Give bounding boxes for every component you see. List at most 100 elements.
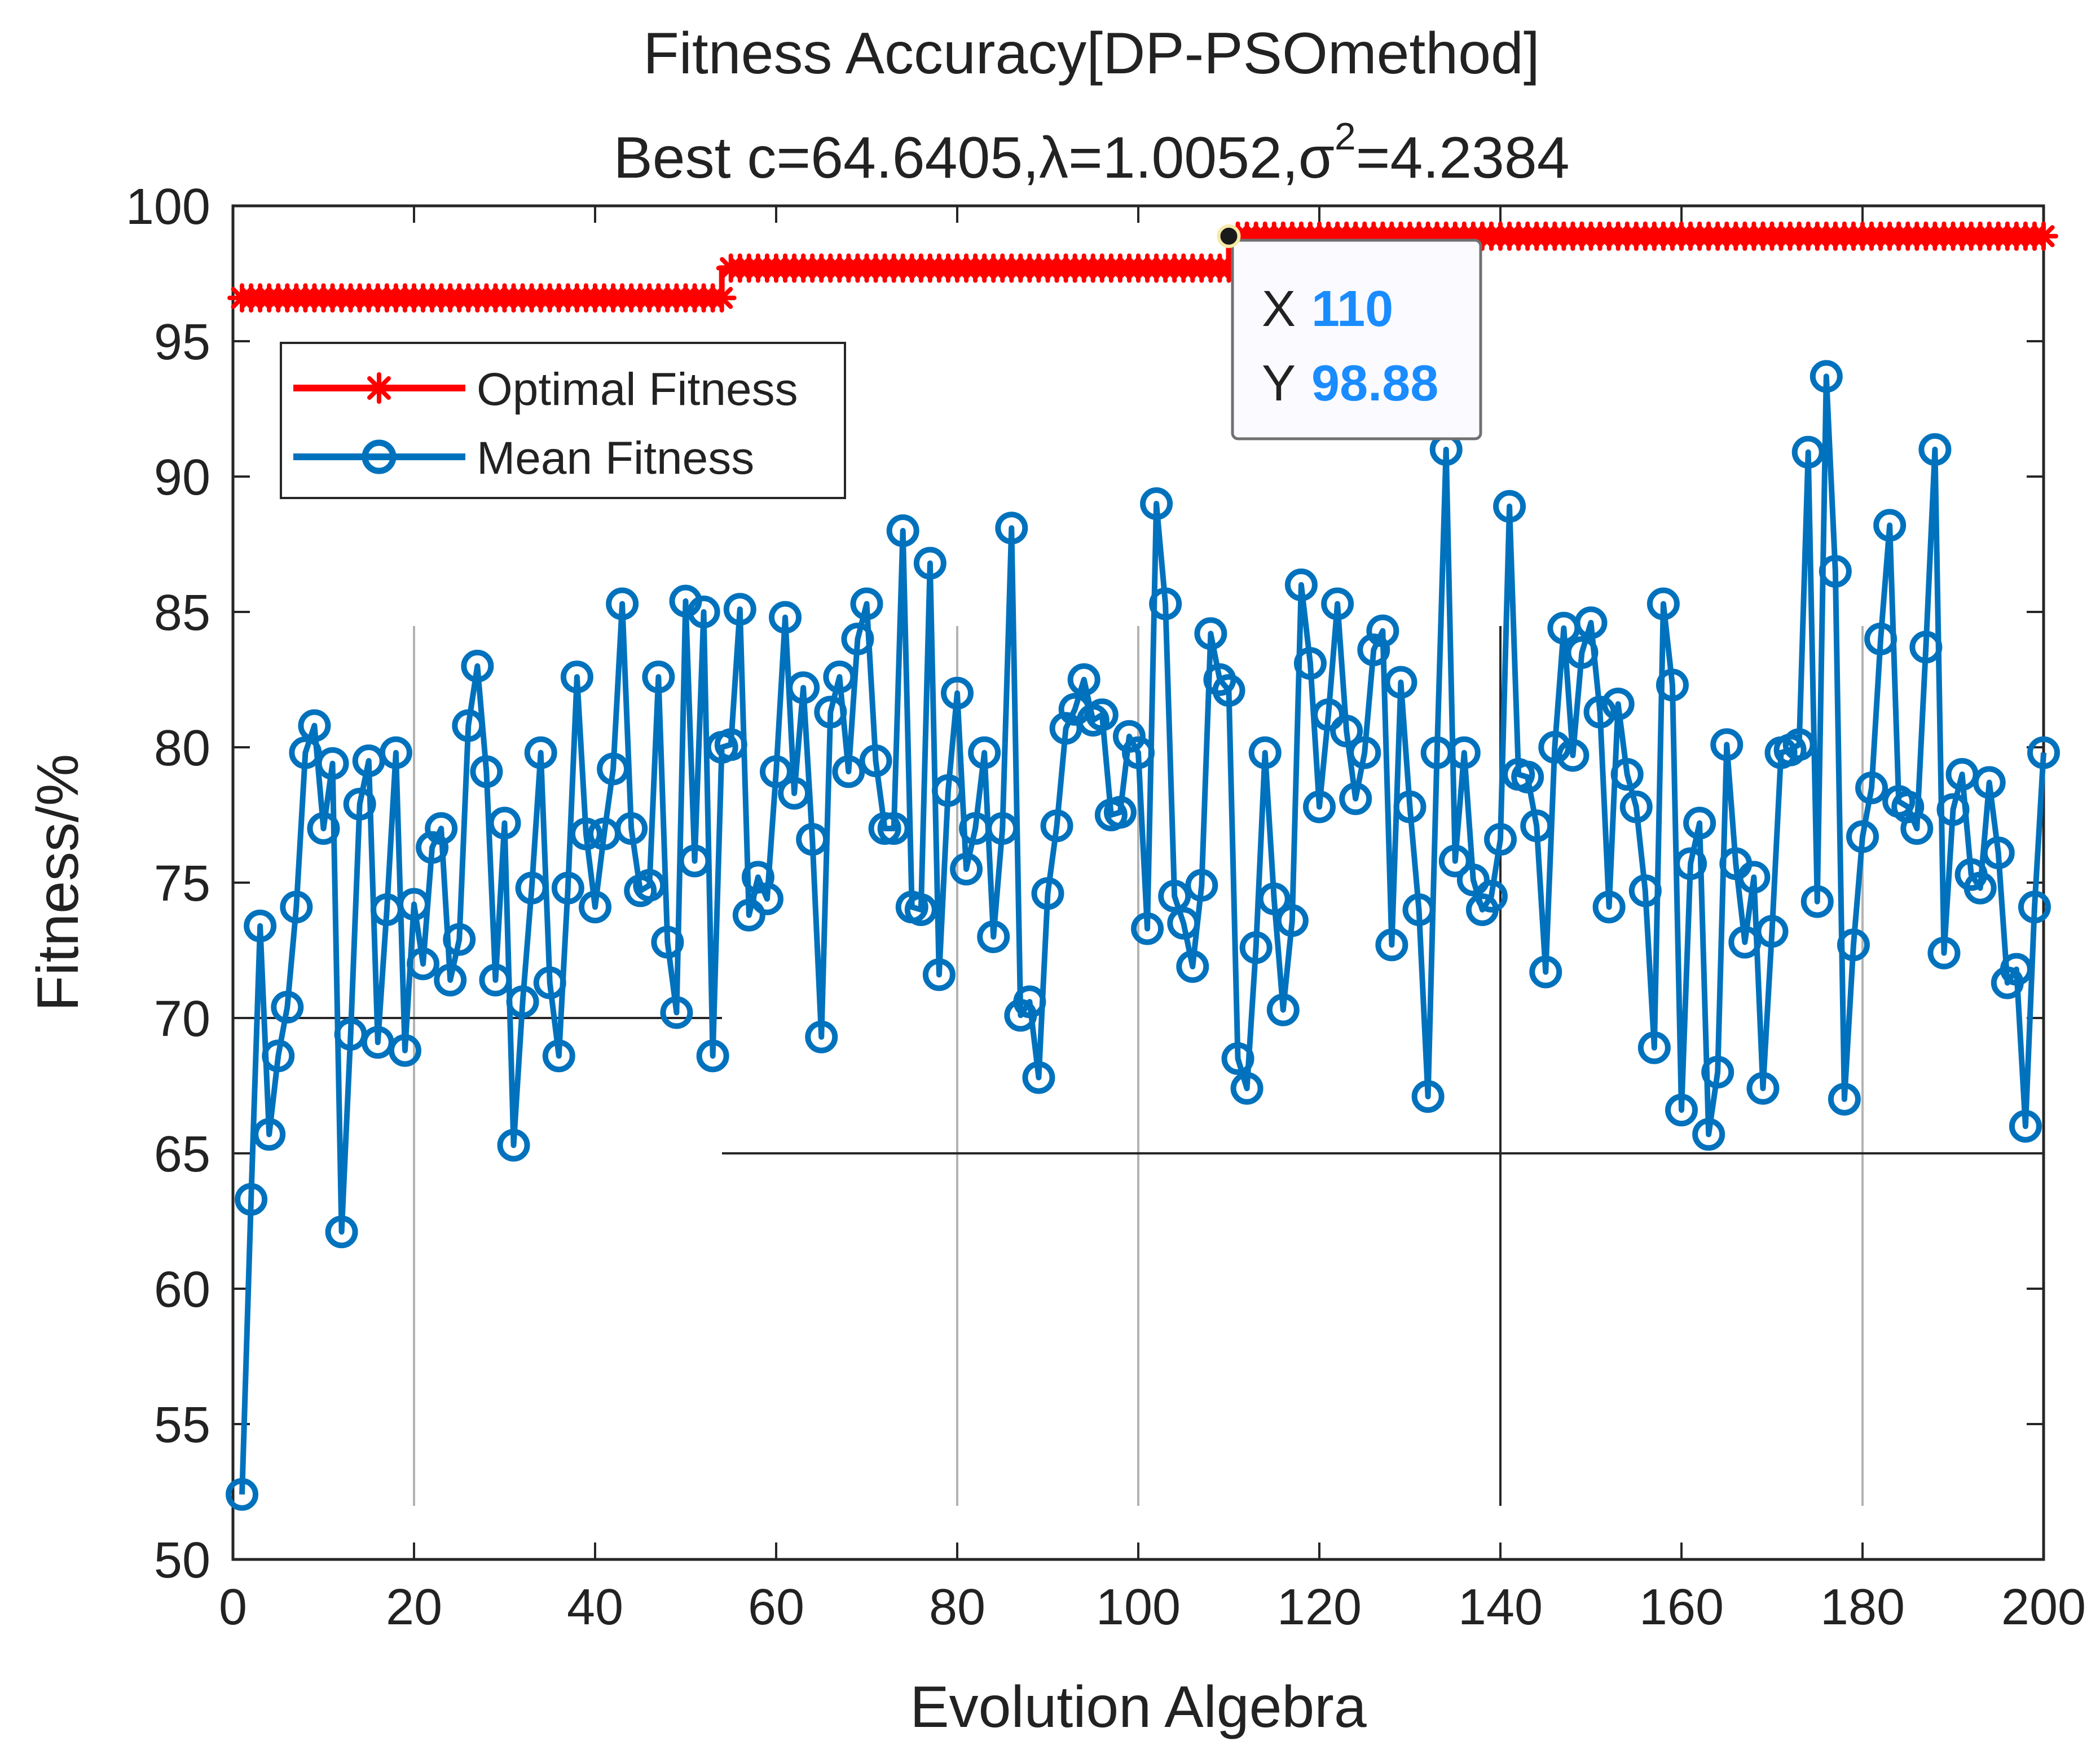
mean-fitness-point-189: [1927, 936, 1961, 969]
subtitle-sup: 2: [1335, 115, 1356, 158]
mean-fitness-point-57: [732, 898, 765, 932]
mean-fitness-point-94: [1067, 663, 1100, 696]
mean-fitness-point-141: [1493, 490, 1526, 523]
y-tick-label-75: 75: [154, 856, 210, 912]
legend-mean-label: Mean Fitness: [477, 433, 754, 484]
mean-fitness-point-113: [1239, 931, 1273, 964]
mean-fitness-point-120: [1303, 790, 1336, 823]
mean-fitness-point-73: [877, 812, 910, 845]
datatip-box: [1231, 239, 1482, 440]
y-tick-label-55: 55: [154, 1397, 210, 1453]
optimal-fitness-point-54-stroke-3: [711, 287, 733, 309]
mean-fitness-point-106: [1176, 950, 1209, 983]
mean-fitness-point-79: [931, 774, 965, 807]
mean-fitness-point-140: [1484, 823, 1517, 856]
mean-fitness-point-74: [886, 514, 919, 547]
mean-fitness-point-81: [950, 853, 983, 885]
mean-fitness-point-158: [1646, 587, 1680, 620]
datatip-y-label: Y: [1262, 355, 1296, 412]
mean-fitness-point-61: [769, 601, 802, 634]
chart-title: Fitness Accuracy[DP-PSOmethod]: [643, 21, 1539, 86]
datatip-x-label: X: [1262, 281, 1296, 337]
legend-mean-marker: [362, 439, 397, 474]
mean-fitness-point-114: [1248, 736, 1282, 769]
mean-fitness-point-86: [995, 512, 1028, 545]
mean-fitness-point-96: [1085, 698, 1119, 731]
mean-fitness-point-107: [1185, 869, 1218, 902]
mean-fitness-point-165: [1710, 728, 1744, 761]
mean-fitness-point-144: [1520, 809, 1553, 843]
x-tick-label-160: 160: [1639, 1579, 1724, 1636]
mean-fitness-point-63: [787, 671, 820, 704]
mean-fitness-point-124: [1339, 782, 1372, 816]
mean-fitness-point-135: [1438, 844, 1472, 878]
x-tick-label-200: 200: [2001, 1579, 2086, 1636]
mean-fitness-point-23: [425, 812, 458, 845]
mean-fitness-point-155: [1619, 790, 1653, 823]
axis-ticks: [232, 205, 2045, 1561]
datatip-marker[interactable]: [1217, 224, 1241, 248]
subtitle-suffix: =4.2384: [1356, 125, 1570, 191]
mean-fitness-point-88: [1013, 985, 1046, 1019]
mean-fitness-point-164: [1701, 1056, 1734, 1088]
mean-fitness-point-197: [2000, 953, 2033, 986]
mean-fitness-point-127: [1366, 614, 1399, 647]
mean-fitness-point-49: [660, 996, 693, 1029]
mean-fitness-point-108: [1194, 617, 1227, 650]
mean-fitness-point-36: [542, 1039, 575, 1073]
mean-fitness-point-148: [1556, 739, 1590, 772]
mean-fitness-point-159: [1656, 668, 1689, 702]
mean-fitness-point-136: [1447, 736, 1481, 769]
mean-fitness-point-56: [723, 593, 756, 626]
mean-fitness-point-176: [1810, 360, 1843, 393]
mean-fitness-point-129: [1384, 666, 1417, 699]
mean-fitness-point-103: [1149, 587, 1182, 620]
subtitle-prefix: Best c=64.6405,λ=1.0052,σ: [613, 125, 1334, 191]
x-tick-label-60: 60: [748, 1579, 804, 1636]
mean-fitness-point-71: [859, 744, 892, 777]
mean-fitness-point-91: [1040, 809, 1073, 843]
y-tick-label-60: 60: [154, 1262, 210, 1318]
y-tick-label-70: 70: [154, 991, 210, 1047]
mean-fitness-point-162: [1683, 807, 1716, 840]
mean-fitness-point-198: [2009, 1110, 2042, 1143]
mean-fitness-point-161: [1674, 847, 1707, 880]
mean-fitness-point-121: [1312, 698, 1345, 731]
mean-fitness-point-154: [1610, 758, 1644, 791]
mean-fitness-point-6: [271, 990, 304, 1024]
x-tick-label-20: 20: [386, 1579, 442, 1636]
mean-fitness-point-195: [1982, 836, 2015, 870]
mean-fitness-point-115: [1257, 882, 1291, 915]
mean-fitness-point-43: [606, 587, 639, 620]
mean-fitness-point-190: [1936, 793, 1970, 826]
mean-fitness-point-44: [615, 812, 648, 845]
mean-fitness-point-30: [488, 807, 521, 840]
legend-optimal-label: Optimal Fitness: [477, 364, 798, 415]
mean-fitness-series: [226, 360, 2060, 1511]
x-tick-labels: 0 20 40 60 80 100 120 140 160 180 200: [219, 1579, 2086, 1636]
mean-fitness-point-199: [2018, 891, 2051, 924]
datatip-y-value: 98.88: [1311, 355, 1438, 412]
mean-fitness-point-152: [1592, 891, 1626, 924]
mean-fitness-point-130: [1393, 790, 1427, 823]
mean-fitness-point-21: [407, 947, 440, 980]
mean-fitness-point-66: [814, 695, 847, 729]
mean-fitness-point-38: [560, 660, 593, 694]
mean-fitness-point-179: [1837, 928, 1870, 962]
y-tick-label-95: 95: [154, 314, 210, 371]
mean-fitness-point-76: [904, 893, 937, 926]
mean-fitness-point-34: [524, 736, 557, 769]
mean-fitness-point-111: [1221, 1042, 1254, 1075]
mean-fitness-point-20: [398, 888, 430, 921]
mean-fitness-point-70: [850, 587, 883, 620]
mean-fitness-point-110: [1212, 674, 1245, 707]
mean-fitness-point-52: [687, 596, 720, 628]
mean-fitness-point-59: [750, 882, 783, 915]
datatip[interactable]: X 110 Y 98.88: [1217, 224, 1482, 440]
mean-fitness-point-5: [262, 1039, 295, 1073]
mean-fitness-point-83: [968, 736, 1001, 769]
mean-fitness-point-188: [1918, 433, 1952, 466]
mean-fitness-point-29: [479, 963, 512, 997]
mean-fitness-point-12: [325, 1215, 358, 1249]
